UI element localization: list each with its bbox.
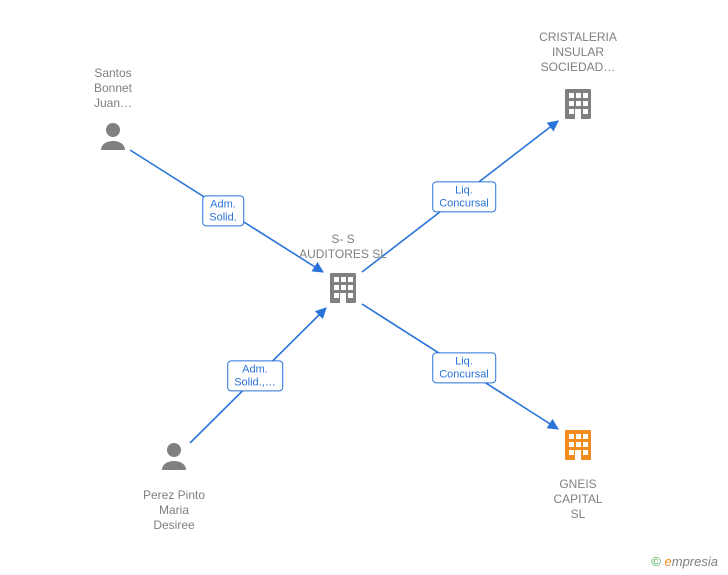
footer-credit: © empresia <box>651 554 718 569</box>
brand-name: empresia <box>665 554 718 569</box>
building-icon[interactable] <box>565 430 591 460</box>
edge-santos-to-auditores <box>130 150 323 272</box>
nodes-layer <box>101 89 591 470</box>
edge-auditores-to-cristaleria <box>362 121 558 272</box>
edge-auditores-to-gneis <box>362 304 558 429</box>
building-icon[interactable] <box>565 89 591 119</box>
person-icon[interactable] <box>162 443 186 470</box>
edge-perez-to-auditores <box>190 308 326 443</box>
network-canvas <box>0 0 728 575</box>
person-icon[interactable] <box>101 123 125 150</box>
building-icon[interactable] <box>330 273 356 303</box>
copyright-symbol: © <box>651 554 661 569</box>
